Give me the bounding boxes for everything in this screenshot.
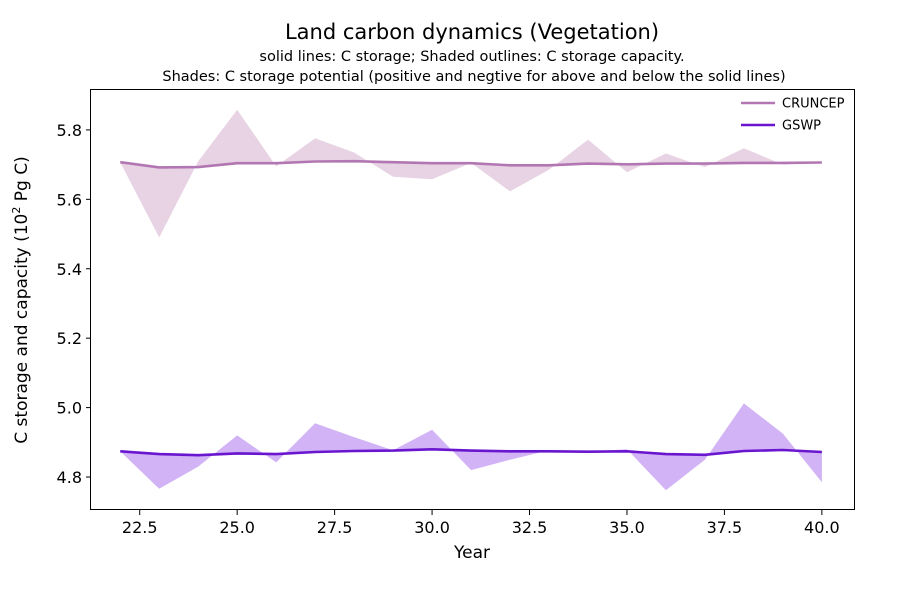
x-tick-label: 32.5 [512,518,548,537]
storage-line-gswp [120,447,822,457]
chart-subtitle-line-2: Shades: C storage potential (positive an… [162,69,785,85]
y-axis-label: C storage and capacity (102 Pg C) [10,156,32,443]
y-tick-label: 4.8 [57,468,82,487]
y-tick-label: 5.0 [57,399,82,418]
legend-label-gswp: GSWP [782,119,821,134]
y-axis-label-suffix: Pg C) [12,156,32,206]
y-axis-label-superscript: 2 [10,207,23,214]
x-tick-label: 27.5 [317,518,353,537]
axes-frame [90,89,855,510]
capacity-fills [120,109,822,491]
storage-line-cruncep [120,159,822,169]
x-tick-label: 30.0 [414,518,450,537]
y-tick-label: 5.6 [57,190,82,209]
y-tick-label: 5.4 [57,260,82,279]
legend: CRUNCEP GSWP [741,97,845,134]
x-axis: 22.5 25.0 27.5 30.0 32.5 35.0 37.5 40.0 [122,510,840,537]
x-tick-label: 25.0 [219,518,255,537]
y-axis-label-prefix: C storage and capacity (10 [12,214,32,444]
chart-title: Land carbon dynamics (Vegetation) [285,20,659,44]
x-axis-label: Year [453,543,490,563]
x-tick-label: 35.0 [609,518,645,537]
capacity-band-gswp [120,403,822,491]
x-tick-label: 22.5 [122,518,158,537]
x-tick-label: 40.0 [804,518,840,537]
y-tick-label: 5.2 [57,329,82,348]
plot-area [120,109,822,491]
y-axis: 4.8 5.0 5.2 5.4 5.6 5.8 [57,121,91,487]
legend-label-cruncep: CRUNCEP [782,97,845,112]
storage-lines [120,159,822,457]
chart-subtitle-line-1: solid lines: C storage; Shaded outlines:… [259,49,684,65]
y-tick-label: 5.8 [57,121,82,140]
x-tick-label: 37.5 [707,518,743,537]
